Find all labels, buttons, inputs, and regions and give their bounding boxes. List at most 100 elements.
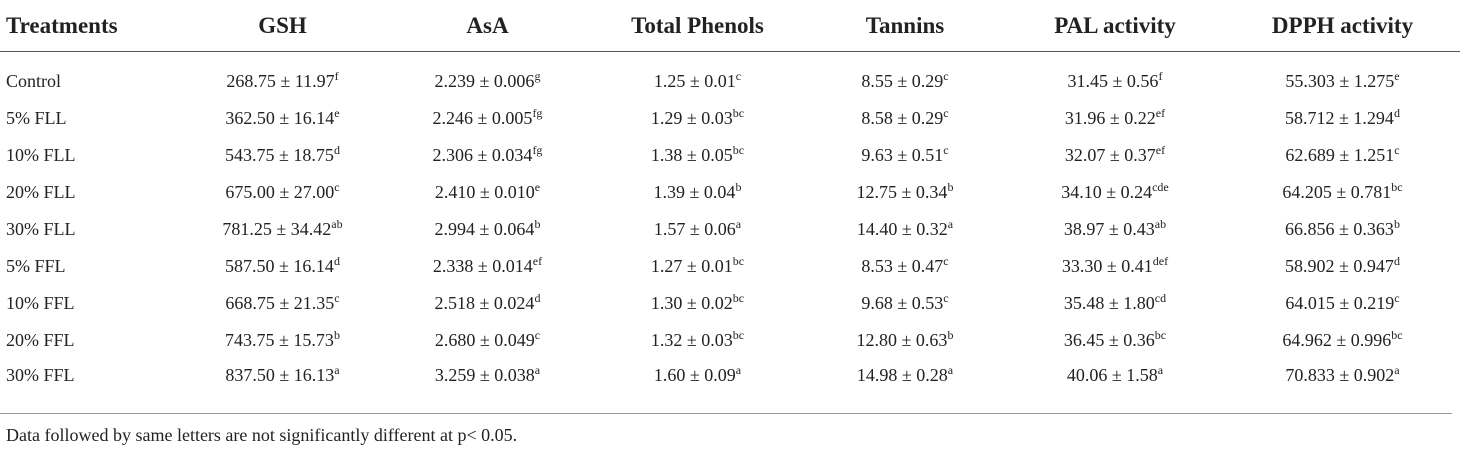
value-cell: 62.689 ± 1.251c (1225, 137, 1460, 174)
cell-value: 9.68 ± 0.53 (861, 292, 944, 313)
cell-value: 62.689 ± 1.251 (1285, 144, 1395, 165)
significance-letter: a (1157, 362, 1164, 377)
column-header: DPPH activity (1271, 12, 1414, 38)
column-header: Total Phenols (631, 12, 764, 38)
significance-letter: a (947, 216, 954, 231)
value-cell: 8.55 ± 0.29c (805, 52, 1005, 100)
significance-letter: bc (732, 253, 745, 268)
value-cell: 35.48 ± 1.80cd (1005, 285, 1225, 322)
cell-value: 2.410 ± 0.010 (434, 181, 535, 202)
value-cell: 1.39 ± 0.04b (590, 174, 805, 211)
value-cell: 66.856 ± 0.363b (1225, 211, 1460, 248)
value-cell: 9.63 ± 0.51c (805, 137, 1005, 174)
cell-value: 34.10 ± 0.24 (1061, 181, 1153, 202)
value-cell: 668.75 ± 21.35c (180, 285, 385, 322)
cell-value: 31.45 ± 0.56 (1067, 70, 1159, 91)
significance-letter: bc (1391, 327, 1403, 342)
cell-value: 2.994 ± 0.064 (434, 218, 535, 239)
column-header: PAL activity (1054, 12, 1176, 38)
value-cell: 64.205 ± 0.781bc (1225, 174, 1460, 211)
significance-letter: bc (732, 105, 745, 120)
cell-value: 55.303 ± 1.275 (1285, 70, 1395, 91)
significance-letter: b (735, 179, 742, 194)
table-body: Control 268.75 ± 11.97f 2.239 ± 0.006g 1.25… (0, 52, 1460, 396)
value-cell: 70.833 ± 0.902a (1225, 359, 1460, 396)
significance-letter: ef (1155, 142, 1166, 157)
significance-letter: g (534, 68, 541, 83)
cell-value: 1.30 ± 0.02 (650, 292, 733, 313)
cell-value: 2.338 ± 0.014 (432, 255, 533, 276)
cell-value: 1.25 ± 0.01 (653, 70, 736, 91)
value-cell: 31.45 ± 0.56f (1005, 52, 1225, 100)
cell-value: 1.57 ± 0.06 (653, 218, 736, 239)
table-row: 10% FFL 668.75 ± 21.35c 2.518 ± 0.024d 1.30… (0, 285, 1460, 322)
value-cell: 12.80 ± 0.63b (805, 322, 1005, 359)
significance-letter: c (334, 290, 340, 305)
table-row: 20% FFL 743.75 ± 15.73b 2.680 ± 0.049c 1.32… (0, 322, 1460, 359)
cell-value: 8.58 ± 0.29 (861, 107, 944, 128)
significance-letter: fg (532, 142, 543, 157)
cell-value: 32.07 ± 0.37 (1064, 144, 1156, 165)
cell-value: 9.63 ± 0.51 (861, 144, 944, 165)
cell-value: 362.50 ± 16.14 (225, 107, 335, 128)
significance-letter: f (1158, 68, 1163, 83)
significance-letter: cd (1154, 290, 1167, 305)
value-cell: 2.518 ± 0.024d (385, 285, 590, 322)
table-row: Control 268.75 ± 11.97f 2.239 ± 0.006g 1.25… (0, 52, 1460, 100)
significance-letter: c (1394, 142, 1400, 157)
cell-value: 35.48 ± 1.80 (1063, 292, 1155, 313)
significance-letter: e (534, 179, 541, 194)
cell-value: 58.902 ± 0.947 (1285, 255, 1394, 276)
value-cell: 2.680 ± 0.049c (385, 322, 590, 359)
significance-letter: d (1393, 253, 1400, 268)
header-row: Treatments GSH AsA Total Phenols Tannins PAL … (0, 0, 1460, 52)
cell-value: 66.856 ± 0.363 (1285, 218, 1394, 239)
value-cell: 12.75 ± 0.34b (805, 174, 1005, 211)
significance-letter: b (1393, 216, 1400, 231)
value-cell: 34.10 ± 0.24cde (1005, 174, 1225, 211)
cell-value: 33.30 ± 0.41 (1061, 255, 1153, 276)
value-cell: 268.75 ± 11.97f (180, 52, 385, 100)
cell-value: 268.75 ± 11.97 (226, 70, 335, 91)
value-cell: 58.712 ± 1.294d (1225, 100, 1460, 137)
cell-value: 543.75 ± 18.75 (225, 144, 334, 165)
value-cell: 2.994 ± 0.064b (385, 211, 590, 248)
value-cell: 1.32 ± 0.03bc (590, 322, 805, 359)
significance-letter: c (943, 290, 949, 305)
value-cell: 8.53 ± 0.47c (805, 248, 1005, 285)
cell-value: 743.75 ± 15.73 (225, 329, 334, 350)
value-cell: 8.58 ± 0.29c (805, 100, 1005, 137)
value-cell: 1.38 ± 0.05bc (590, 137, 805, 174)
cell-value: 675.00 ± 27.00 (225, 181, 335, 202)
significance-letter: ef (532, 253, 543, 268)
significance-letter: d (333, 142, 340, 157)
cell-value: 781.25 ± 34.42 (222, 218, 332, 239)
cell-value: 3.259 ± 0.038 (434, 364, 535, 385)
cell-value: 1.27 ± 0.01 (650, 255, 733, 276)
value-cell: 9.68 ± 0.53c (805, 285, 1005, 322)
value-cell: 64.962 ± 0.996bc (1225, 322, 1460, 359)
value-cell: 33.30 ± 0.41def (1005, 248, 1225, 285)
value-cell: 3.259 ± 0.038a (385, 359, 590, 396)
cell-value: 36.45 ± 0.36 (1063, 329, 1155, 350)
value-cell: 2.410 ± 0.010e (385, 174, 590, 211)
value-cell: 31.96 ± 0.22ef (1005, 100, 1225, 137)
cell-value: 8.53 ± 0.47 (861, 255, 944, 276)
significance-letter: c (1394, 290, 1400, 305)
value-cell: 543.75 ± 18.75d (180, 137, 385, 174)
significance-letter: ab (331, 216, 343, 231)
significance-letter: c (943, 253, 949, 268)
significance-letter: c (735, 68, 742, 83)
significance-letter: f (334, 68, 339, 83)
significance-letter: def (1152, 253, 1169, 268)
significance-letter: bc (732, 142, 745, 157)
cell-value: 64.205 ± 0.781 (1282, 181, 1392, 202)
significance-letter: a (735, 362, 742, 377)
footnote: Data followed by same letters are not si… (6, 425, 518, 445)
treatment-cell: Control (6, 70, 62, 91)
value-cell: 32.07 ± 0.37ef (1005, 137, 1225, 174)
table-row: 30% FFL 837.50 ± 16.13a 3.259 ± 0.038a 1.60… (0, 359, 1460, 396)
treatment-cell: 30% FFL (6, 364, 75, 385)
table-row: 30% FLL 781.25 ± 34.42ab 2.994 ± 0.064b 1.5… (0, 211, 1460, 248)
significance-letter: bc (1391, 179, 1403, 194)
